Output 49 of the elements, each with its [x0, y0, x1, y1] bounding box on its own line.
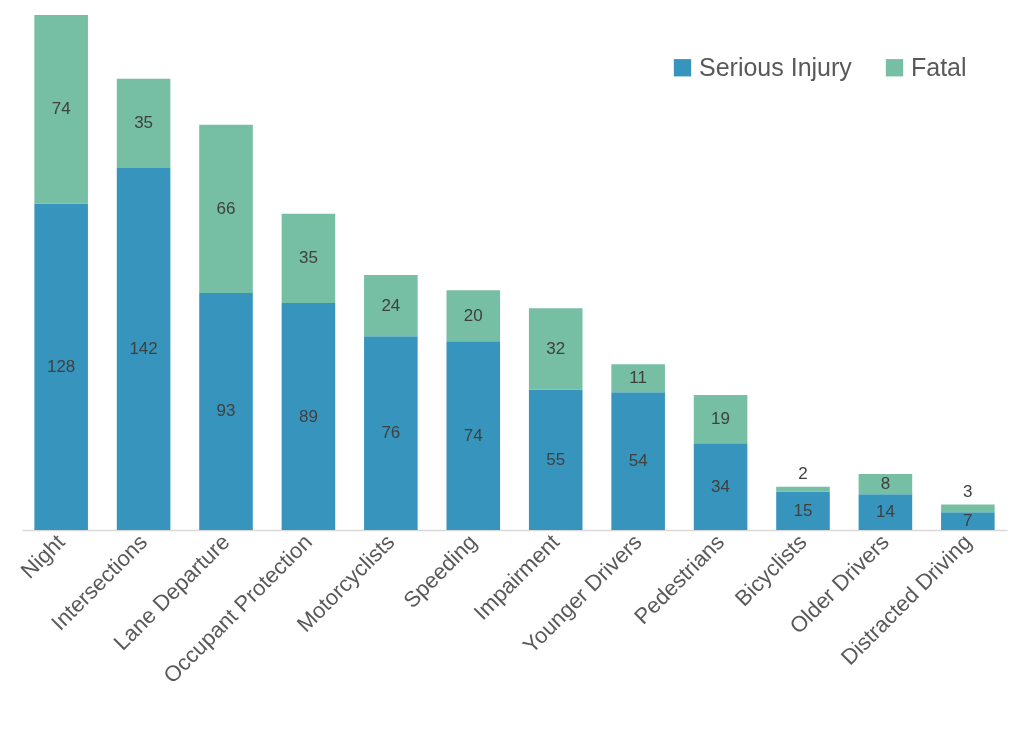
- data-label: 34: [711, 476, 731, 496]
- bar: [446, 290, 501, 342]
- data-label: 142: [129, 338, 158, 358]
- legend-label: Fatal: [911, 52, 967, 81]
- data-label: 8: [880, 474, 891, 494]
- data-label: 19: [711, 409, 731, 429]
- data-label: 14: [875, 502, 895, 522]
- data-label: 74: [51, 99, 71, 119]
- bar: [34, 15, 88, 204]
- bar: [116, 78, 171, 168]
- bar: [693, 443, 748, 530]
- bar: [364, 336, 418, 530]
- bar: [776, 491, 830, 530]
- bar: [858, 494, 913, 530]
- data-label: 128: [46, 356, 76, 376]
- bar: [693, 394, 748, 444]
- bar: [528, 389, 583, 530]
- bar: [528, 308, 583, 390]
- bar: [611, 392, 665, 530]
- bar: [281, 303, 336, 530]
- data-label: 11: [629, 368, 647, 388]
- bar: [446, 341, 501, 530]
- bar: [611, 364, 665, 393]
- data-label: 54: [628, 451, 648, 471]
- bar: [34, 203, 88, 530]
- data-label: 74: [463, 425, 483, 445]
- data-label: 7: [963, 511, 973, 531]
- data-label: 35: [298, 248, 318, 268]
- data-label: 3: [963, 481, 973, 501]
- legend-label: Serious Injury: [699, 52, 853, 81]
- data-label: 32: [546, 338, 566, 358]
- data-label: 2: [798, 463, 808, 483]
- data-label: 55: [546, 449, 566, 469]
- data-label: 20: [463, 305, 483, 325]
- bar: [199, 292, 253, 530]
- bar: [116, 167, 171, 530]
- bar: [281, 213, 336, 304]
- bar: [364, 275, 418, 337]
- data-label: 24: [381, 295, 401, 315]
- bar: [199, 124, 253, 293]
- data-label: 76: [381, 423, 401, 443]
- data-label: 15: [793, 500, 813, 520]
- data-label: 66: [216, 198, 236, 218]
- bar: [941, 512, 995, 530]
- data-label: 35: [134, 113, 154, 133]
- bar: [776, 486, 830, 492]
- data-label: 93: [216, 401, 236, 421]
- data-label: 89: [298, 406, 318, 426]
- bar: [941, 504, 995, 513]
